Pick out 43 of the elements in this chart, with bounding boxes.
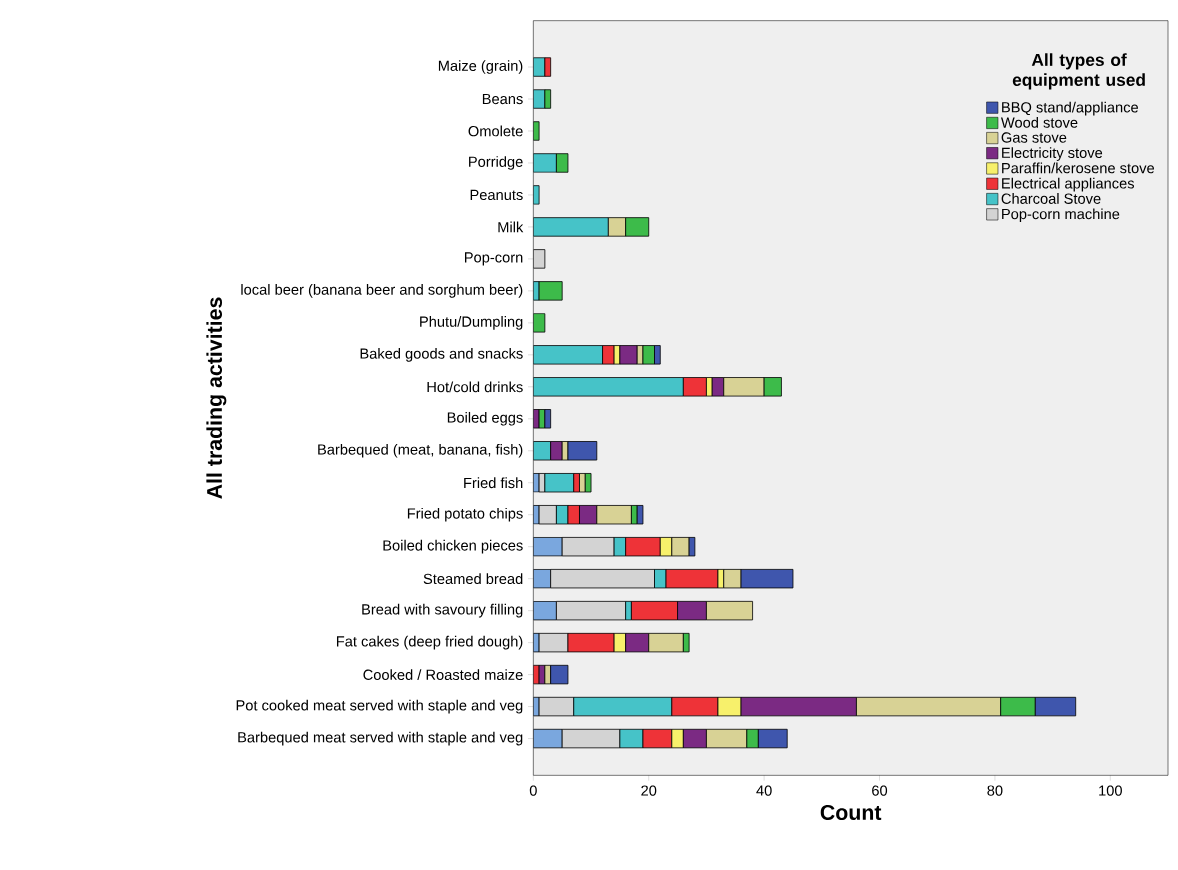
legend-title: All types of equipment used [1012, 53, 1145, 90]
legend-label: Paraffin/kerosene stove [1002, 162, 1155, 174]
y-tick-label: Milk [498, 221, 524, 233]
y-tick-label: Barbequed meat served with staple and veg [238, 731, 523, 746]
bar [538, 664, 546, 685]
x-tick-label: 100 [1099, 785, 1122, 796]
y-tick-label: Fat cakes (deep fried dough) [336, 635, 523, 650]
x-tick-label: 60 [872, 785, 888, 796]
legend-label: Electrical appliances [1002, 177, 1135, 192]
x-tick-label: 40 [756, 785, 772, 796]
y-tick-label: Beans [482, 93, 523, 105]
y-tick-label: Baked goods and snacks [360, 348, 523, 362]
y-tick-label: Steamed bread [423, 573, 523, 585]
bar [533, 313, 546, 333]
y-tick-label: Porridge [469, 156, 523, 170]
x-tick-label: 80 [987, 785, 1003, 796]
y-tick-label: Hot/cold drinks [427, 381, 523, 393]
legend-label: Pop-corn machine [1002, 208, 1120, 223]
y-tick-label: Peanuts [470, 189, 523, 201]
bar [533, 249, 546, 269]
legend-label: Gas stove [1001, 132, 1067, 143]
x-axis-title: Count [820, 804, 882, 821]
y-tick-label: Barbequed (meat, banana, fish) [318, 443, 523, 458]
bar [538, 281, 563, 301]
y-tick-label: Boiled eggs [447, 411, 523, 426]
legend-label: Wood stove [1000, 117, 1078, 128]
y-tick-label: Omolete [468, 125, 523, 137]
y-tick-label: Fried fish [464, 477, 523, 489]
x-tick-label: 0 [529, 785, 537, 796]
y-tick-label: Maize (grain) [438, 60, 523, 74]
legend-label: BBQ stand/appliance [1002, 101, 1139, 116]
y-tick-label: Boiled chicken pieces [383, 539, 523, 554]
y-tick-label: Pot cooked meat served with staple and veg [236, 699, 523, 714]
x-tick-label: 20 [641, 785, 657, 796]
legend-label: Electricity stove [1002, 147, 1103, 161]
y-tick-label: Pop-corn [464, 252, 523, 266]
y-tick-label: Bread with savoury filling [362, 603, 523, 618]
y-axis-title: All trading activities [206, 297, 227, 499]
y-tick-label: Phutu/Dumpling [420, 316, 523, 330]
legend-label: Charcoal Stove [1001, 193, 1101, 204]
y-tick-label: Fried potato chips [407, 507, 523, 522]
y-tick-label: local beer (banana beer and sorghum beer) [241, 284, 523, 298]
y-tick-label: Cooked / Roasted maize [363, 669, 523, 680]
